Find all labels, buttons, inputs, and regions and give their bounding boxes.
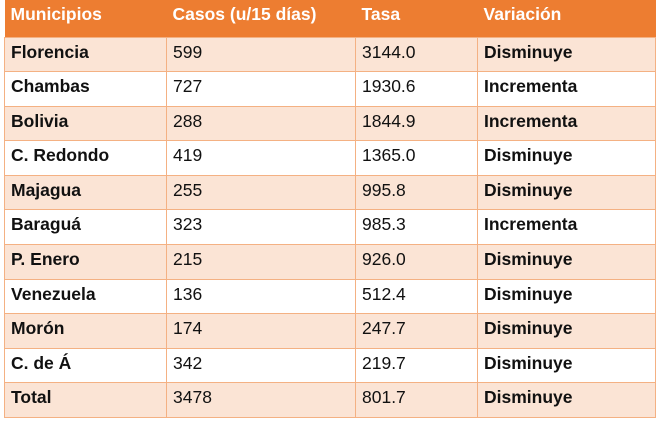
cell-casos: 255 [166, 174, 356, 211]
cell-variacion: Disminuye [477, 36, 656, 73]
cell-municipio: Majagua [4, 174, 167, 211]
cell-casos: 215 [166, 244, 356, 280]
table-row: Bolivia 288 1844.9 Incrementa [4, 105, 656, 142]
table-row: C. Redondo 419 1365.0 Disminuye [4, 140, 656, 176]
cell-variacion: Disminuye [477, 244, 656, 280]
cell-municipio: C. Redondo [4, 140, 167, 176]
cell-casos: 323 [166, 209, 356, 246]
header-variacion: Variación [483, 4, 562, 24]
cell-municipio: C. de Á [4, 347, 167, 384]
cell-casos: 599 [166, 36, 356, 73]
cell-municipio: Chambas [4, 71, 167, 107]
cell-municipio: Bolivia [4, 105, 167, 142]
cell-total-label: Total [4, 382, 167, 419]
header-municipios: Municipios [10, 4, 102, 24]
cell-municipio: Baraguá [4, 209, 167, 246]
cell-tasa: 247.7 [355, 313, 478, 349]
cell-municipio: Morón [4, 313, 167, 349]
cases-table-container: Municipios Casos (u/15 días) Tasa Variac… [4, 0, 656, 419]
header-tasa: Tasa [361, 4, 401, 24]
cell-casos: 342 [166, 347, 356, 384]
cell-variacion: Disminuye [477, 347, 656, 384]
cell-tasa: 1365.0 [355, 140, 478, 176]
cell-casos: 288 [166, 105, 356, 142]
cell-casos: 727 [166, 71, 356, 107]
table-row: Majagua 255 995.8 Disminuye [4, 174, 656, 211]
cell-municipio: P. Enero [4, 244, 167, 280]
table-row: Venezuela 136 512.4 Disminuye [4, 278, 656, 315]
table-row: Chambas 727 1930.6 Incrementa [4, 71, 656, 107]
cell-municipio: Venezuela [4, 278, 167, 315]
cell-tasa: 995.8 [355, 174, 478, 211]
cell-variacion: Incrementa [477, 209, 656, 246]
header-casos: Casos (u/15 días) [172, 4, 317, 24]
cell-variacion: Disminuye [477, 278, 656, 315]
cell-casos: 174 [166, 313, 356, 349]
cell-municipio: Florencia [4, 36, 167, 73]
table-row: Morón 174 247.7 Disminuye [4, 313, 656, 349]
cell-tasa: 1844.9 [355, 105, 478, 142]
cases-by-municipality-table: Municipios Casos (u/15 días) Tasa Variac… [4, 0, 656, 419]
cell-variacion: Disminuye [477, 174, 656, 211]
cell-tasa: 512.4 [355, 278, 478, 315]
cell-variacion: Disminuye [477, 140, 656, 176]
table-row: Florencia 599 3144.0 Disminuye [4, 36, 656, 73]
cell-variacion: Incrementa [477, 71, 656, 107]
cell-tasa: 3144.0 [355, 36, 478, 73]
table-row: C. de Á 342 219.7 Disminuye [4, 347, 656, 384]
cell-tasa: 926.0 [355, 244, 478, 280]
cell-tasa: 1930.6 [355, 71, 478, 107]
cell-total-tasa: 801.7 [355, 382, 478, 419]
cell-casos: 419 [166, 140, 356, 176]
table-header-row: Municipios Casos (u/15 días) Tasa Variac… [4, 0, 656, 37]
table-total-row: Total 3478 801.7 Disminuye [4, 382, 656, 419]
table-row: Baraguá 323 985.3 Incrementa [4, 209, 656, 246]
cell-variacion: Incrementa [477, 105, 656, 142]
cell-variacion: Disminuye [477, 313, 656, 349]
table-row: P. Enero 215 926.0 Disminuye [4, 244, 656, 280]
cell-total-casos: 3478 [166, 382, 356, 419]
cell-casos: 136 [166, 278, 356, 315]
cell-tasa: 219.7 [355, 347, 478, 384]
cell-tasa: 985.3 [355, 209, 478, 246]
cell-total-variacion: Disminuye [477, 382, 656, 419]
